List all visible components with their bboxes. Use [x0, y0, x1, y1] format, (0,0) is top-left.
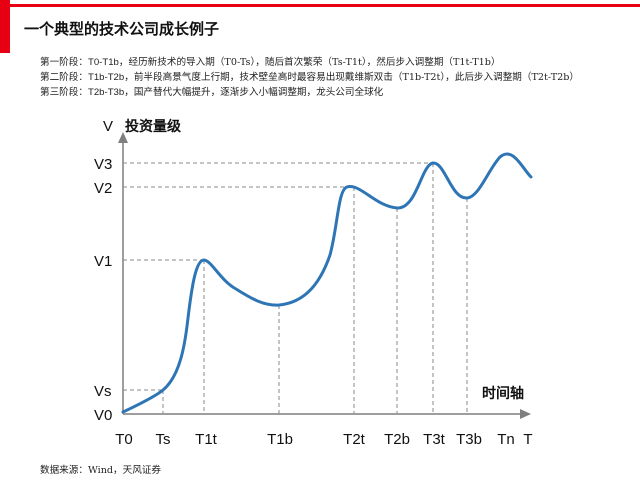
data-source-note: 数据来源：Wind，天风证券: [40, 465, 162, 476]
stage-3: 第三阶段：T2b-T3b，国产替代大幅提升，逐渐步入小幅调整期，龙头公司全球化: [40, 85, 636, 100]
stage-2-prefix: 第二阶段：: [40, 72, 88, 83]
x-tick-t: T: [523, 431, 532, 448]
y-axis-arrow: [118, 132, 128, 143]
x-tick-t0: T0: [115, 431, 133, 448]
title-accent-bar: [0, 0, 10, 53]
stage-2-code: T1b-T2b: [87, 72, 125, 83]
stage-1-text: ，经历新技术的导入期（T0-Ts），随后首次繁荣（Ts-T1t），然后步入调整期…: [118, 57, 501, 68]
x-tick-t2t: T2t: [343, 431, 366, 448]
growth-curve: [121, 152, 533, 414]
x-axis-arrow: [520, 409, 531, 419]
stage-2-text: ，前半段高景气度上行期，技术壁垒高时最容易出现戴维斯双击（T1b-T2t），此后…: [124, 72, 579, 83]
x-tick-t1b: T1b: [267, 431, 293, 448]
stage-3-prefix: 第三阶段：: [40, 87, 88, 98]
x-tick-labels: T0 Ts T1t T1b T2t T2b T3t T3b Tn T: [115, 431, 532, 448]
stage-2: 第二阶段：T1b-T2b，前半段高景气度上行期，技术壁垒高时最容易出现戴维斯双击…: [40, 70, 636, 85]
x-tick-t3t: T3t: [423, 431, 446, 448]
y-level-vs: Vs: [94, 383, 112, 400]
y-level-v0: V0: [94, 407, 112, 424]
y-level-v2: V2: [94, 180, 112, 197]
stage-3-code: T2b-T3b: [87, 87, 125, 98]
x-axis-title: 时间轴: [482, 385, 524, 402]
stage-1-prefix: 第一阶段：: [40, 57, 88, 68]
stage-descriptions: 第一阶段：T0-T1b，经历新技术的导入期（T0-Ts），随后首次繁荣（Ts-T…: [40, 55, 636, 100]
guide-lines: [123, 162, 468, 414]
stage-3-text: ，国产替代大幅提升，逐渐步入小幅调整期，龙头公司全球化: [124, 87, 384, 98]
y-level-v3: V3: [94, 156, 112, 173]
x-tick-ts: Ts: [156, 431, 171, 448]
stage-1: 第一阶段：T0-T1b，经历新技术的导入期（T0-Ts），随后首次繁荣（Ts-T…: [40, 55, 636, 70]
y-level-v1: V1: [94, 253, 112, 270]
header-rule: [10, 4, 640, 7]
y-axis-title: 投资量级: [125, 118, 182, 135]
x-tick-t2b: T2b: [384, 431, 410, 448]
x-tick-tn: Tn: [497, 431, 515, 448]
page-title: 一个典型的技术公司成长例子: [24, 20, 220, 38]
y-axis-symbol: V: [103, 118, 113, 135]
x-tick-t1t: T1t: [195, 431, 218, 448]
stage-1-code: T0-T1b: [87, 57, 119, 68]
x-tick-t3b: T3b: [456, 431, 482, 448]
